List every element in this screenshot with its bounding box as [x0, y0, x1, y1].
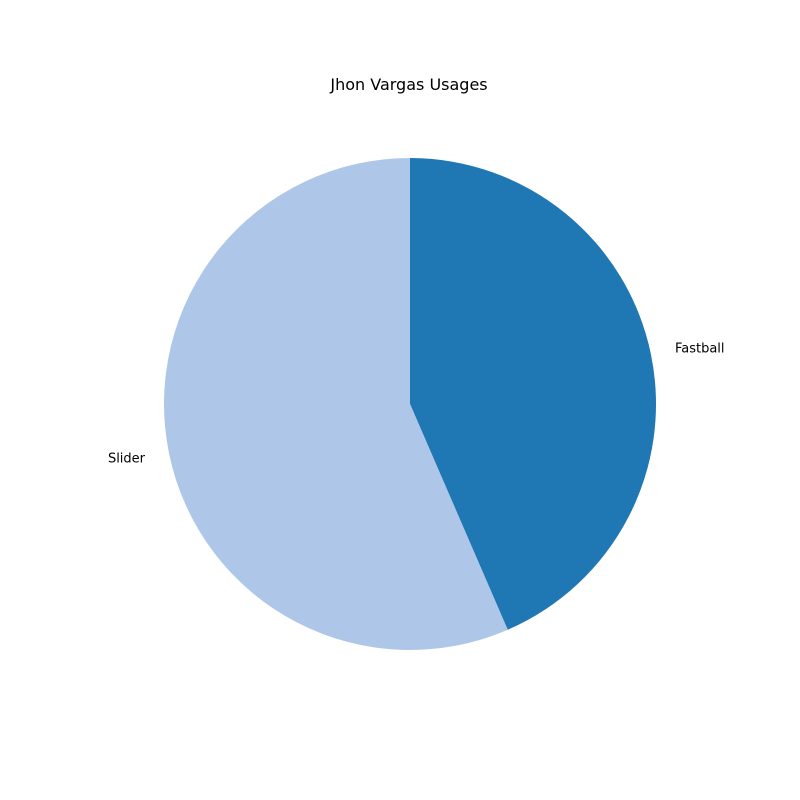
pie-slices — [163, 158, 656, 650]
pie-slice-fastball — [410, 158, 656, 630]
slice-label-fastball: Fastball — [675, 342, 725, 357]
pie-slice-slider — [163, 158, 508, 650]
chart-title: Jhon Vargas Usages — [329, 75, 487, 94]
pie-labels: Fastball Slider — [108, 342, 725, 467]
slice-label-slider: Slider — [108, 451, 146, 466]
